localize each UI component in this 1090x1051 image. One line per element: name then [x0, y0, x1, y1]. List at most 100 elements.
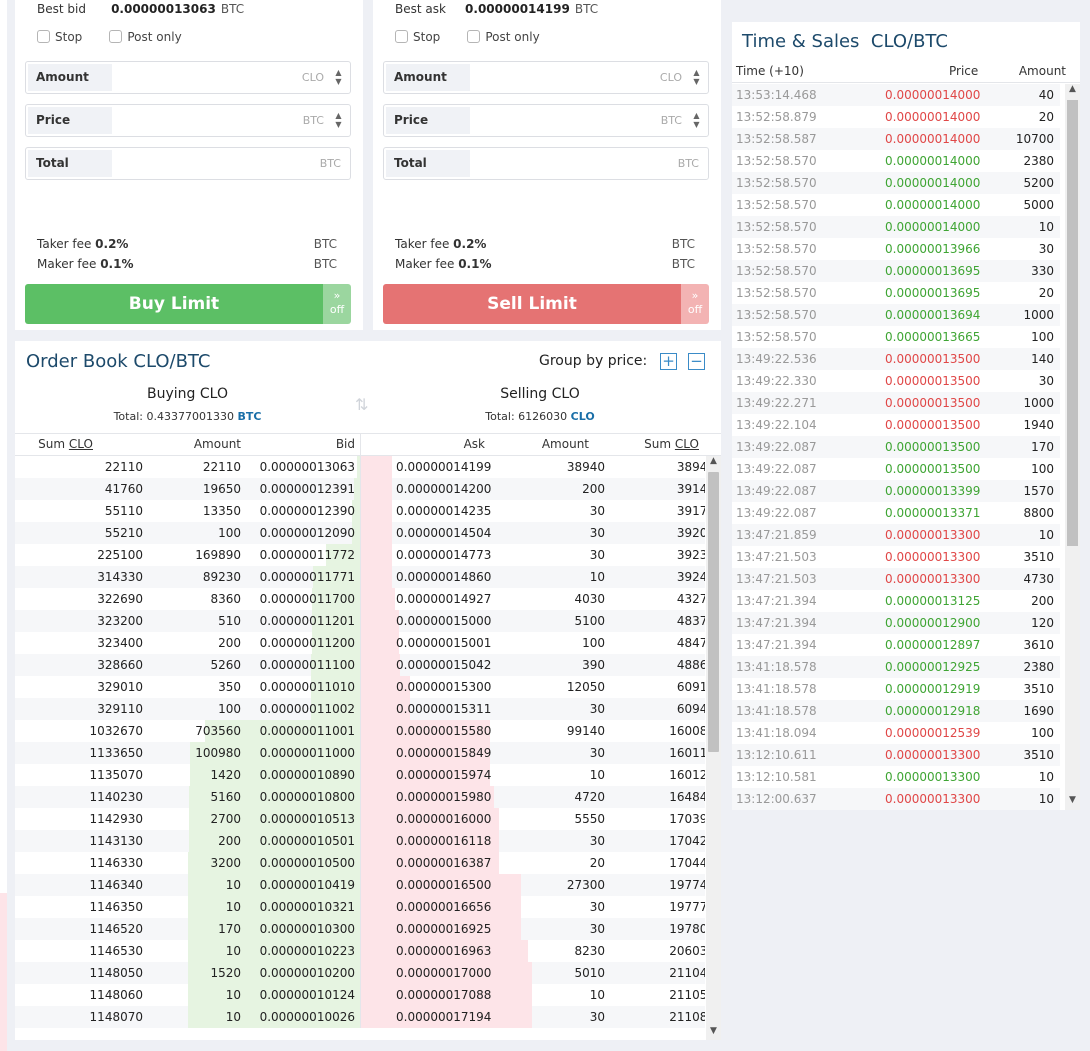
order-book-row[interactable]: 322690 8360 0.00000011700 0.00000014927 4030…: [15, 588, 705, 610]
ask-price[interactable]: 0.00000016656: [396, 900, 492, 914]
ask-price[interactable]: 0.00000015042: [396, 658, 492, 672]
stop-checkbox[interactable]: [37, 30, 50, 43]
bid-price[interactable]: 0.00000011201: [259, 614, 355, 628]
order-book-row[interactable]: 1146530 10 0.00000010223 0.00000016963 8230 2…: [15, 940, 705, 962]
sell-limit-button[interactable]: Sell Limit: [383, 284, 681, 324]
ask-price[interactable]: 0.00000014199: [396, 460, 492, 474]
ask-price[interactable]: 0.00000015001: [396, 636, 492, 650]
order-book-row[interactable]: 55110 13350 0.00000012390 0.00000014235 30 39…: [15, 500, 705, 522]
time-sales-scrollbar[interactable]: ▲ ▼: [1065, 84, 1080, 810]
price-field[interactable]: Price BTC ▲ ▼: [383, 104, 709, 137]
ask-price[interactable]: 0.00000014773: [396, 548, 492, 562]
ask-price[interactable]: 0.00000014200: [396, 482, 492, 496]
bid-price[interactable]: 0.00000011200: [259, 636, 355, 650]
bid-price[interactable]: 0.00000012390: [259, 504, 355, 518]
ask-price[interactable]: 0.00000014235: [396, 504, 492, 518]
bid-price[interactable]: 0.00000010800: [259, 790, 355, 804]
order-book-row[interactable]: 329110 100 0.00000011002 0.00000015311 30 609…: [15, 698, 705, 720]
order-book-row[interactable]: 314330 89230 0.00000011771 0.00000014860 10 3…: [15, 566, 705, 588]
ask-price[interactable]: 0.00000017088: [396, 988, 492, 1002]
ask-price[interactable]: 0.00000016387: [396, 856, 492, 870]
col-sum[interactable]: Sum CLO: [38, 437, 93, 451]
price-stepper-icon[interactable]: ▲ ▼: [693, 111, 700, 129]
ask-price[interactable]: 0.00000015980: [396, 790, 492, 804]
order-book-row[interactable]: 1142930 2700 0.00000010513 0.00000016000 555…: [15, 808, 705, 830]
total-field[interactable]: Total BTC: [383, 147, 709, 180]
order-book-row[interactable]: 1148060 10 0.00000010124 0.00000017088 10 211…: [15, 984, 705, 1006]
scroll-thumb[interactable]: [1067, 100, 1078, 546]
ask-price[interactable]: 0.00000014860: [396, 570, 492, 584]
ask-price[interactable]: 0.00000014927: [396, 592, 492, 606]
ask-price[interactable]: 0.00000017000: [396, 966, 492, 980]
order-book-row[interactable]: 1146330 3200 0.00000010500 0.00000016387 20 1…: [15, 852, 705, 874]
ask-price[interactable]: 0.00000015974: [396, 768, 492, 782]
ask-price[interactable]: 0.00000017194: [396, 1010, 492, 1024]
bid-price[interactable]: 0.00000011000: [259, 746, 355, 760]
sell-oco-toggle[interactable]: » off: [681, 284, 709, 324]
bid-price[interactable]: 0.00000011001: [259, 724, 355, 738]
bid-price[interactable]: 0.00000012391: [259, 482, 355, 496]
bid-price[interactable]: 0.00000012090: [259, 526, 355, 540]
order-book-row[interactable]: 1032670 703560 0.00000011001 0.00000015580 9…: [15, 720, 705, 742]
buy-limit-button[interactable]: Buy Limit: [25, 284, 323, 324]
order-book-row[interactable]: 1143130 200 0.00000010501 0.00000016118 30 17…: [15, 830, 705, 852]
scroll-down-icon[interactable]: ▼: [710, 1026, 717, 1036]
best-bid-value[interactable]: 0.00000013063: [111, 2, 216, 16]
ask-price[interactable]: 0.00000015849: [396, 746, 492, 760]
price-stepper-icon[interactable]: ▲ ▼: [335, 111, 342, 129]
bid-price[interactable]: 0.00000013063: [259, 460, 355, 474]
order-book-row[interactable]: 1135070 1420 0.00000010890 0.00000015974 10 1…: [15, 764, 705, 786]
bid-price[interactable]: 0.00000010501: [259, 834, 355, 848]
order-book-row[interactable]: 323200 510 0.00000011201 0.00000015000 5100 4…: [15, 610, 705, 632]
post-only-checkbox[interactable]: [467, 30, 481, 43]
ask-price[interactable]: 0.00000015580: [396, 724, 492, 738]
order-book-row[interactable]: 1148050 1520 0.00000010200 0.00000017000 501…: [15, 962, 705, 984]
bid-price[interactable]: 0.00000011771: [259, 570, 355, 584]
bid-price[interactable]: 0.00000010419: [259, 878, 355, 892]
scroll-up-icon[interactable]: ▲: [710, 456, 717, 466]
bid-price[interactable]: 0.00000010321: [259, 900, 355, 914]
order-book-row[interactable]: 323400 200 0.00000011200 0.00000015001 100 48…: [15, 632, 705, 654]
stop-checkbox[interactable]: [395, 30, 408, 43]
bid-price[interactable]: 0.00000010890: [259, 768, 355, 782]
ask-price[interactable]: 0.00000014504: [396, 526, 492, 540]
bid-price[interactable]: 0.00000011700: [259, 592, 355, 606]
ask-price[interactable]: 0.00000015000: [396, 614, 492, 628]
bid-price[interactable]: 0.00000010200: [259, 966, 355, 980]
order-book-scrollbar[interactable]: ▲ ▼: [706, 456, 721, 1040]
group-plus-button[interactable]: +: [660, 353, 677, 370]
amount-field[interactable]: Amount CLO ▲ ▼: [383, 61, 709, 94]
ask-price[interactable]: 0.00000015300: [396, 680, 492, 694]
scroll-down-icon[interactable]: ▼: [1069, 795, 1076, 805]
scroll-thumb[interactable]: [708, 472, 719, 752]
order-book-row[interactable]: 1140230 5160 0.00000010800 0.00000015980 472…: [15, 786, 705, 808]
amount-stepper-icon[interactable]: ▲ ▼: [335, 68, 342, 86]
ask-price[interactable]: 0.00000016500: [396, 878, 492, 892]
bid-price[interactable]: 0.00000011010: [259, 680, 355, 694]
order-book-row[interactable]: 55210 100 0.00000012090 0.00000014504 30 3920…: [15, 522, 705, 544]
order-book-row[interactable]: 1146350 10 0.00000010321 0.00000016656 30 197…: [15, 896, 705, 918]
bid-price[interactable]: 0.00000011002: [259, 702, 355, 716]
ask-price[interactable]: 0.00000015311: [396, 702, 492, 716]
order-book-row[interactable]: 1146340 10 0.00000010419 0.00000016500 27300…: [15, 874, 705, 896]
order-book-row[interactable]: 225100 169890 0.00000011772 0.00000014773 30…: [15, 544, 705, 566]
order-book-row[interactable]: 1148070 10 0.00000010026 0.00000017194 30 211…: [15, 1006, 705, 1028]
bid-price[interactable]: 0.00000010513: [259, 812, 355, 826]
bid-price[interactable]: 0.00000011772: [259, 548, 355, 562]
bid-price[interactable]: 0.00000011100: [259, 658, 355, 672]
group-minus-button[interactable]: −: [688, 353, 705, 370]
bid-price[interactable]: 0.00000010500: [259, 856, 355, 870]
amount-stepper-icon[interactable]: ▲ ▼: [693, 68, 700, 86]
ask-price[interactable]: 0.00000016925: [396, 922, 492, 936]
best-ask-value[interactable]: 0.00000014199: [465, 2, 570, 16]
ask-price[interactable]: 0.00000016963: [396, 944, 492, 958]
order-book-row[interactable]: 22110 22110 0.00000013063 0.00000014199 3894…: [15, 456, 705, 478]
order-book-row[interactable]: 1133650 100980 0.00000011000 0.00000015849 3…: [15, 742, 705, 764]
bid-price[interactable]: 0.00000010223: [259, 944, 355, 958]
buy-oco-toggle[interactable]: » off: [323, 284, 351, 324]
order-book-row[interactable]: 41760 19650 0.00000012391 0.00000014200 200 3…: [15, 478, 705, 500]
ask-price[interactable]: 0.00000016118: [396, 834, 492, 848]
order-book-row[interactable]: 1146520 170 0.00000010300 0.00000016925 30 19…: [15, 918, 705, 940]
post-only-checkbox[interactable]: [109, 30, 123, 43]
bid-price[interactable]: 0.00000010124: [259, 988, 355, 1002]
